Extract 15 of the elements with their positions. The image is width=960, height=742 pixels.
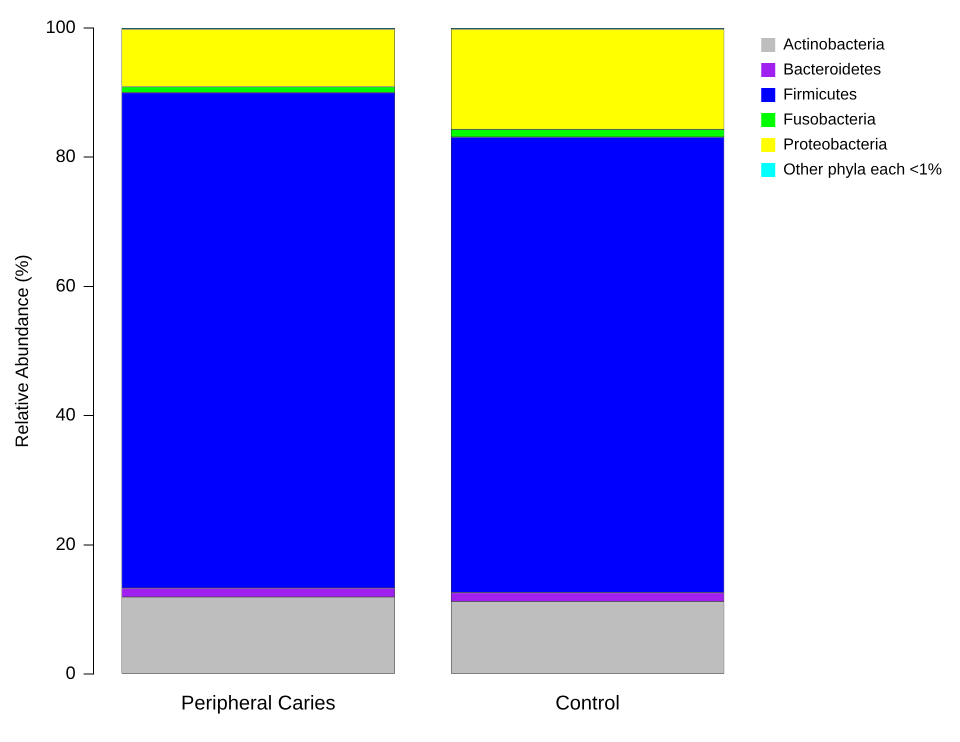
legend-label: Other phyla each <1%: [783, 161, 942, 178]
y-tick-label: 20: [56, 534, 76, 554]
y-tick-label: 40: [56, 404, 76, 425]
y-tick-label: 60: [56, 275, 76, 296]
legend-label: Proteobacteria: [783, 136, 888, 154]
legend-label: Actinobacteria: [783, 36, 885, 54]
x-tick-label: Peripheral Caries: [181, 692, 336, 715]
y-tick-label: 100: [46, 16, 76, 37]
legend-label: Firmicutes: [783, 86, 858, 104]
y-axis-title: Relative Abundance (%): [12, 254, 32, 448]
x-tick-label: Control: [555, 692, 620, 715]
legend-label: Bacteroidetes: [783, 61, 882, 78]
legend-label: Fusobacteria: [783, 111, 876, 128]
y-tick-label: 0: [66, 662, 76, 683]
y-tick-label: 80: [56, 146, 76, 166]
